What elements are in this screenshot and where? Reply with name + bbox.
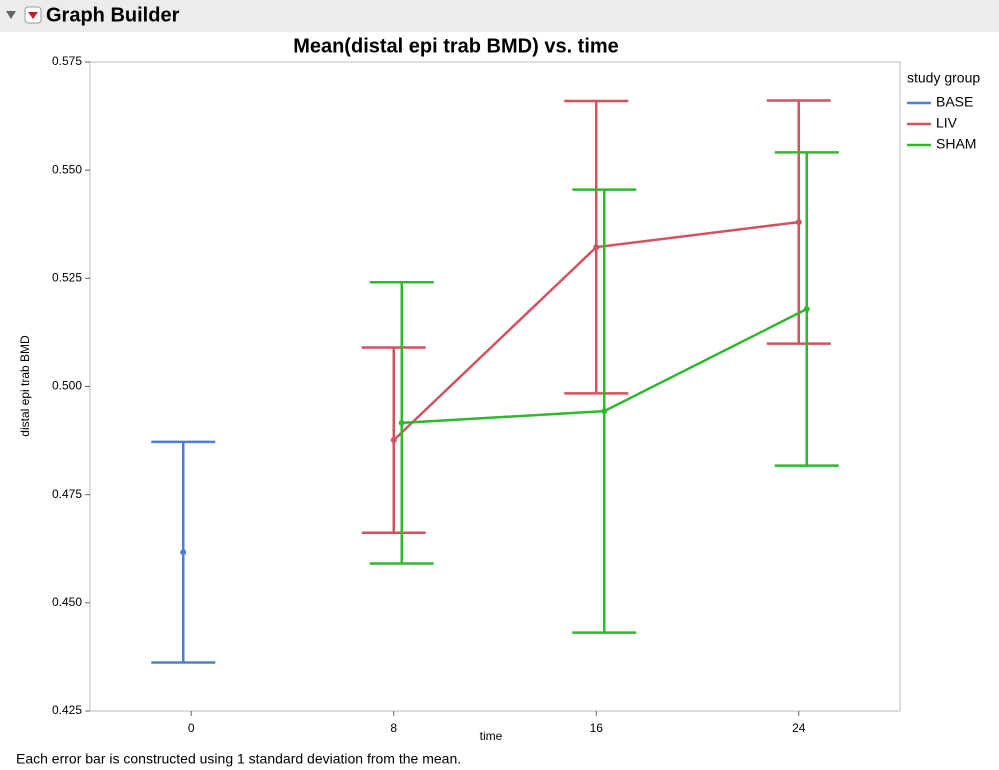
y-tick-label: 0.575 [52,54,82,68]
x-tick-label: 24 [792,721,806,735]
x-tick-label: 16 [590,721,604,735]
mean-point [390,437,397,444]
y-axis-label: distal epi trab BMD [18,335,32,437]
y-tick-label: 0.500 [52,379,82,393]
x-axis-label: time [480,729,503,743]
mean-point [398,419,405,426]
mean-point [601,408,608,415]
y-tick-label: 0.425 [52,703,82,717]
mean-point [795,219,802,226]
y-tick-label: 0.550 [52,162,82,176]
x-tick-label: 8 [390,721,397,735]
header-bar [0,0,999,32]
y-tick-label: 0.525 [52,271,82,285]
plot-frame [89,61,901,712]
mean-point [803,306,810,313]
legend-label: BASE [936,94,973,110]
legend-label: LIV [936,115,958,131]
legend-title: study group [907,70,980,86]
menu-icon [28,12,38,19]
legend-label: SHAM [936,136,976,152]
footnote: Each error bar is constructed using 1 st… [16,751,461,767]
y-tick-label: 0.475 [52,487,82,501]
mean-point [593,244,600,251]
collapse-toggle[interactable] [6,11,16,19]
window-title: Graph Builder [46,4,180,26]
x-tick-label: 0 [188,721,195,735]
y-tick-label: 0.450 [52,595,82,609]
chart-title: Mean(distal epi trab BMD) vs. time [293,35,619,57]
mean-point [180,549,187,556]
